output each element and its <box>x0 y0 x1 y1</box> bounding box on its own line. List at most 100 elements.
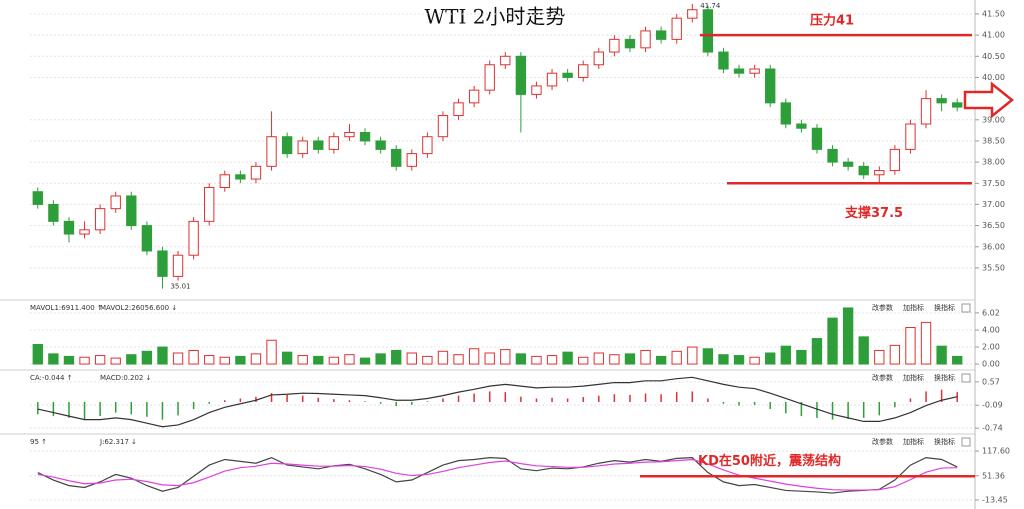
volume-bar <box>453 354 464 365</box>
candle-body <box>920 98 932 125</box>
candle-body <box>765 68 776 104</box>
candle-body <box>141 225 153 252</box>
toolbar-button[interactable]: 改参数 <box>872 303 893 312</box>
volume-bar <box>827 317 838 365</box>
candle-body <box>297 140 308 155</box>
candle-body <box>344 131 355 138</box>
volume-bar <box>842 307 854 365</box>
candle-body <box>796 123 807 129</box>
volume-bar <box>905 327 916 365</box>
volume-bar <box>437 350 449 365</box>
volume-bar <box>406 352 417 365</box>
annotation-label: 支撑37.5 <box>844 205 903 221</box>
toolbar-button[interactable]: 改参数 <box>872 373 893 382</box>
macd-line <box>37 376 958 428</box>
toolbar-button[interactable]: 换指标 <box>934 437 955 446</box>
candle-body <box>640 30 651 49</box>
toolbar-button[interactable]: 换指标 <box>934 303 955 312</box>
y-tick-label: 36.00 <box>982 242 1005 251</box>
y-tick-label: 37.00 <box>982 200 1005 209</box>
toolbar-button[interactable]: 改参数 <box>872 437 893 446</box>
volume-bar <box>328 356 340 365</box>
candle-body <box>328 136 340 150</box>
volume-bar <box>687 346 698 365</box>
volume-bar <box>63 355 75 365</box>
y-tick-label: 35.50 <box>982 263 1005 272</box>
volume-bar <box>920 321 932 365</box>
y-tick-label: 51.36 <box>982 471 1005 480</box>
candle-body <box>749 68 760 74</box>
candle-body <box>79 229 90 235</box>
candle-body <box>702 9 714 53</box>
close-button[interactable] <box>961 437 971 447</box>
volume-bar <box>780 345 791 365</box>
y-tick-label: 117.60 <box>982 447 1010 456</box>
close-button[interactable] <box>961 373 971 383</box>
candle-body <box>172 254 184 277</box>
arrow-icon <box>963 81 1015 119</box>
candle-body <box>562 72 573 78</box>
candle-body <box>391 148 402 167</box>
candle-body <box>188 220 199 256</box>
volume-bar <box>48 353 59 365</box>
candle-body <box>126 195 137 227</box>
candle-body <box>952 102 963 108</box>
candle-body <box>733 68 745 74</box>
candle-body <box>250 165 262 180</box>
annotation-label: 压力41 <box>810 13 854 29</box>
candle-body <box>718 51 729 70</box>
volume-bar <box>733 355 745 365</box>
volume-bar <box>702 348 714 365</box>
candle-body <box>874 170 885 176</box>
volume-bar <box>515 353 527 365</box>
toolbar-button[interactable]: 加指标 <box>903 437 924 446</box>
volume-bar <box>531 355 542 365</box>
legend-entry: J:62.317 ↓ <box>99 438 137 446</box>
toolbar-button[interactable]: 换指标 <box>934 373 955 382</box>
y-tick-label: -0.74 <box>982 424 1003 433</box>
candle-body <box>375 140 386 150</box>
volume-bar <box>811 338 823 365</box>
kd-line <box>37 456 958 494</box>
y-tick-label: 36.50 <box>982 221 1005 230</box>
volume-bar <box>609 354 620 365</box>
candle-body <box>687 9 698 19</box>
volume-bar <box>344 354 355 365</box>
volume-bar <box>250 353 262 365</box>
volume-bar <box>126 354 137 365</box>
volume-bar <box>468 348 480 365</box>
volume-bar <box>500 349 511 365</box>
y-tick-label: 2.00 <box>982 343 1000 352</box>
candle-body <box>484 64 495 91</box>
volume-bar <box>188 349 199 365</box>
volume-bar <box>562 351 573 365</box>
candle-body <box>110 195 121 210</box>
legend-entry: CA:-0.044 ↑ <box>30 374 73 382</box>
y-tick-label: 0.00 <box>982 360 1000 369</box>
candle-body <box>593 51 604 66</box>
y-tick-label: 38.00 <box>982 158 1005 167</box>
candle-body <box>437 115 449 138</box>
y-tick-label: 40.50 <box>982 52 1005 61</box>
volume-bar <box>281 351 293 365</box>
candle-body <box>422 136 433 155</box>
candle-body <box>811 127 823 150</box>
volume-bar <box>219 356 230 365</box>
volume-bar <box>765 352 776 365</box>
volume-bar <box>624 353 636 365</box>
kd-line <box>37 458 958 491</box>
candle-body <box>655 30 667 40</box>
candle-body <box>219 174 230 188</box>
toolbar-button[interactable]: 加指标 <box>903 373 924 382</box>
y-tick-label: 6.02 <box>982 308 1000 317</box>
toolbar-button[interactable]: 加指标 <box>903 303 924 312</box>
volume-bar <box>391 349 402 365</box>
legend-entry: MAVOL2:26056.600 ↓ <box>100 304 177 312</box>
candle-body <box>266 136 277 167</box>
volume-bar <box>546 355 558 365</box>
y-tick-label: 37.50 <box>982 179 1005 188</box>
close-button[interactable] <box>961 303 971 313</box>
volume-bar <box>484 352 495 365</box>
volume-bar <box>936 345 947 365</box>
